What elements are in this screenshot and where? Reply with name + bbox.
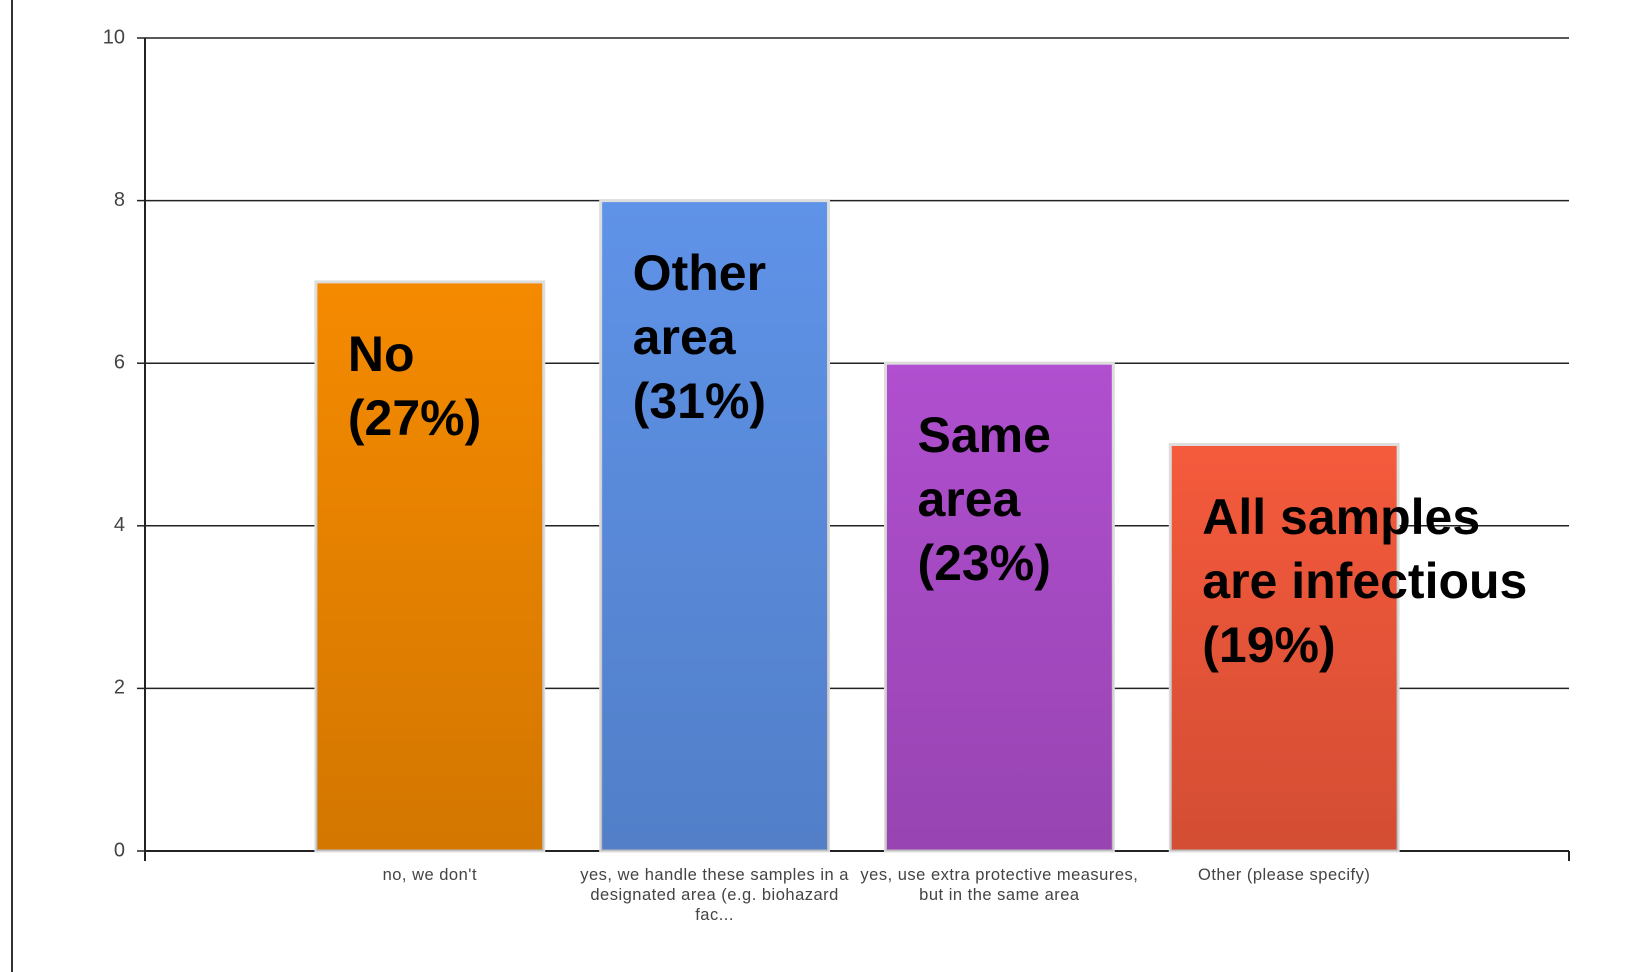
annotation-line: area <box>632 308 736 365</box>
y-tick-label: 2 <box>114 677 125 699</box>
bar-annotation: All samples are infectious (19%) <box>1202 485 1527 677</box>
annotation-line: Other <box>632 244 767 301</box>
y-tick-label: 0 <box>114 839 125 861</box>
bar-shade <box>315 281 544 851</box>
annotation-line: (19%) <box>1202 616 1336 673</box>
x-tick-label: no, we don't <box>382 866 478 884</box>
annotation-line: (23%) <box>917 535 1051 592</box>
x-tick-label: yes, we handle these samples in a design… <box>580 866 849 924</box>
bar-annotation: Same area (23%) <box>917 403 1050 595</box>
annotation-line: (27%) <box>347 389 482 446</box>
x-tick-label: Other (please specify) <box>1197 866 1371 884</box>
bar-shade <box>600 200 829 852</box>
bar-annotation: Other area (31%) <box>633 241 766 433</box>
annotation-line: area <box>917 471 1021 528</box>
annotation-line: (31%) <box>632 372 767 429</box>
annotation-line: All samples <box>1202 488 1481 545</box>
y-tick-label: 6 <box>114 351 125 373</box>
annotation-line: Same <box>917 407 1051 464</box>
annotation-line: are infectious <box>1202 552 1528 609</box>
y-tick-label: 10 <box>103 26 125 48</box>
bar-shade <box>1170 444 1399 851</box>
y-tick-label: 8 <box>114 189 125 211</box>
bar-shade <box>885 363 1114 851</box>
y-tick-label: 4 <box>114 514 125 536</box>
x-tick-label: yes, use extra protective measures, but … <box>860 866 1139 904</box>
bar-annotation: No (27%) <box>348 322 481 450</box>
annotation-line: No <box>347 325 415 382</box>
